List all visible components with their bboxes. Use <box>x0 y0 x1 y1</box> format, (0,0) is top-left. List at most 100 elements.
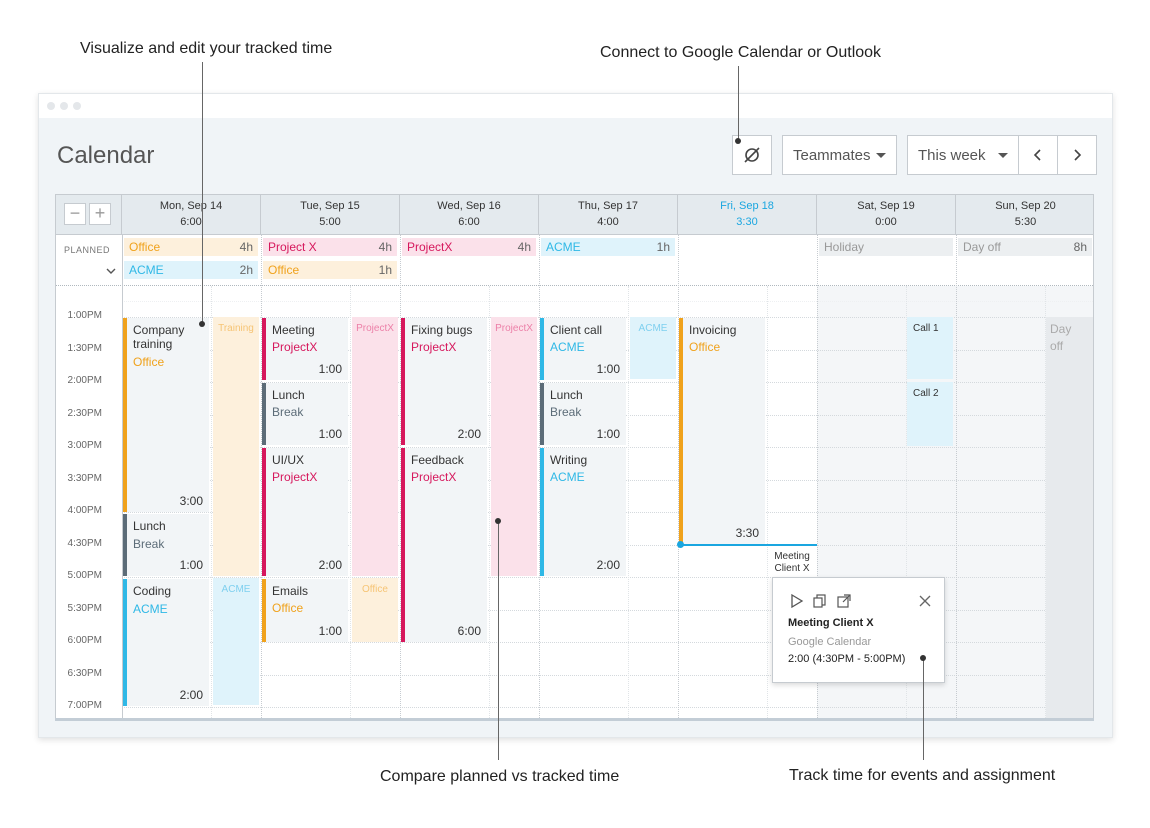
time-entry[interactable]: Meeting ProjectX 1:00 <box>262 318 348 380</box>
time-label: 3:00PM <box>67 440 102 451</box>
close-icon[interactable] <box>919 595 931 607</box>
time-entry[interactable]: Invoicing Office 3:30 <box>679 318 765 544</box>
column-divider <box>956 235 957 720</box>
subcolumn-divider <box>906 286 907 720</box>
subcolumn-divider <box>767 286 768 720</box>
time-entry[interactable]: Lunch Break 1:00 <box>123 514 209 576</box>
teammates-label: Teammates <box>793 146 871 164</box>
time-entry[interactable]: Emails Office 1:00 <box>262 579 348 642</box>
time-entry[interactable]: Writing ACME 2:00 <box>540 448 626 576</box>
callout-leader <box>738 66 739 140</box>
open-external-icon[interactable] <box>837 594 851 608</box>
grid-line <box>122 577 1093 578</box>
callout-compare: Compare planned vs tracked time <box>380 768 620 785</box>
day-header-mon: Mon, Sep 14 6:00 <box>122 195 261 235</box>
time-label: 3:30PM <box>67 472 102 484</box>
date-range-dropdown[interactable]: This week <box>907 135 1019 175</box>
grid-line <box>122 609 1093 611</box>
planned-projectx-tue[interactable]: Project X 4h <box>263 238 397 256</box>
column-divider <box>539 235 540 720</box>
play-icon[interactable] <box>790 594 804 608</box>
time-entry[interactable]: Fixing bugs ProjectX 2:00 <box>401 318 487 445</box>
time-label: 2:00PM <box>67 375 102 386</box>
planned-dayoff-sun[interactable]: Day off 8h <box>958 238 1092 256</box>
calendar-event-label[interactable]: Meeting Client X <box>774 551 810 574</box>
planned-holiday-sat[interactable]: Holiday <box>819 238 953 256</box>
time-label: 1:00PM <box>67 310 102 321</box>
subcolumn-divider <box>1045 286 1046 720</box>
planned-block-office[interactable]: Office <box>352 578 398 642</box>
chevron-down-icon <box>998 153 1008 158</box>
time-entry[interactable]: Lunch Break 1:00 <box>262 383 348 445</box>
time-entry[interactable]: Coding ACME 2:00 <box>123 579 209 706</box>
planned-row: PLANNED Office 4h ACME 2h Project X 4h Offi… <box>56 235 1093 286</box>
planned-block-training[interactable]: Training <box>213 317 259 576</box>
day-header-fri: Fri, Sep 18 3:30 <box>678 195 817 235</box>
grid-line <box>122 382 1093 383</box>
time-label: 5:30PM <box>67 602 102 614</box>
window-dot <box>73 102 81 110</box>
time-label: 4:00PM <box>67 505 102 516</box>
time-entry[interactable]: UI/UX ProjectX 2:00 <box>262 448 348 576</box>
time-label: 6:30PM <box>67 667 102 679</box>
callout-leader <box>923 658 924 760</box>
time-label: 4:30PM <box>67 537 102 549</box>
grid-line <box>122 642 1093 643</box>
current-time-dot <box>677 541 684 548</box>
day-header-wed: Wed, Sep 16 6:00 <box>400 195 539 235</box>
grid-line <box>122 317 1093 318</box>
time-entry[interactable]: Client call ACME 1:00 <box>540 318 626 380</box>
chevron-left-icon <box>1033 149 1041 161</box>
grid-line <box>122 707 1093 708</box>
callout-leader <box>498 521 499 760</box>
grid-line <box>122 674 1093 676</box>
day-header-tue: Tue, Sep 15 5:00 <box>261 195 400 235</box>
planned-block-acme[interactable]: ACME <box>213 578 259 705</box>
planned-acme-mon[interactable]: ACME 2h <box>124 261 258 279</box>
calendar-sync-icon <box>744 147 760 163</box>
previous-week-button[interactable] <box>1018 135 1058 175</box>
planned-office-mon[interactable]: Office 4h <box>124 238 258 256</box>
column-divider <box>817 235 818 720</box>
column-divider <box>261 235 262 720</box>
time-label: 1:30PM <box>67 342 102 354</box>
time-label: 6:00PM <box>67 635 102 646</box>
time-label: 7:00PM <box>67 700 102 711</box>
subcolumn-divider <box>628 286 629 720</box>
calendar-event[interactable]: Call 2 <box>907 382 953 446</box>
calendar-scrollbar[interactable] <box>55 718 1094 721</box>
callout-dot <box>199 321 205 327</box>
time-label: 2:30PM <box>67 407 102 419</box>
callout-visualize: Visualize and edit your tracked time <box>80 40 333 57</box>
current-time-line <box>681 544 817 546</box>
zoom-in-button[interactable]: + <box>89 203 111 225</box>
teammates-dropdown[interactable]: Teammates <box>782 135 897 175</box>
zoom-out-button[interactable]: − <box>64 203 86 225</box>
time-label: 5:00PM <box>67 570 102 581</box>
day-header-sun: Sun, Sep 20 5:30 <box>956 195 1093 235</box>
time-entry[interactable]: Lunch Break 1:00 <box>540 383 626 445</box>
time-entry[interactable]: Company training Office 3:00 <box>123 318 209 512</box>
time-entry[interactable]: Feedback ProjectX 6:00 <box>401 448 487 642</box>
day-header-sat: Sat, Sep 19 0:00 <box>817 195 956 235</box>
callout-leader <box>202 62 203 324</box>
next-week-button[interactable] <box>1057 135 1097 175</box>
chevron-down-icon[interactable] <box>106 268 116 275</box>
calendar-event[interactable]: Call 1 <box>907 317 953 379</box>
day-off-block[interactable]: Day off <box>1046 317 1093 720</box>
planned-office-tue[interactable]: Office 1h <box>263 261 397 279</box>
subcolumn-divider <box>489 286 490 720</box>
column-divider <box>400 235 401 720</box>
window-dot <box>60 102 68 110</box>
chevron-down-icon <box>876 153 886 158</box>
planned-projectx-wed[interactable]: ProjectX 4h <box>402 238 536 256</box>
grid-line <box>122 300 1093 302</box>
copy-icon[interactable] <box>813 594 827 608</box>
planned-block-projectx[interactable]: ProjectX <box>352 317 398 576</box>
popup-title: Meeting Client X <box>788 617 874 629</box>
zoom-controls: − + <box>56 195 122 235</box>
planned-block-acme[interactable]: ACME <box>630 317 676 379</box>
popup-time: 2:00 (4:30PM - 5:00PM) <box>788 653 906 665</box>
subcolumn-divider <box>350 286 351 720</box>
planned-acme-thu[interactable]: ACME 1h <box>541 238 675 256</box>
